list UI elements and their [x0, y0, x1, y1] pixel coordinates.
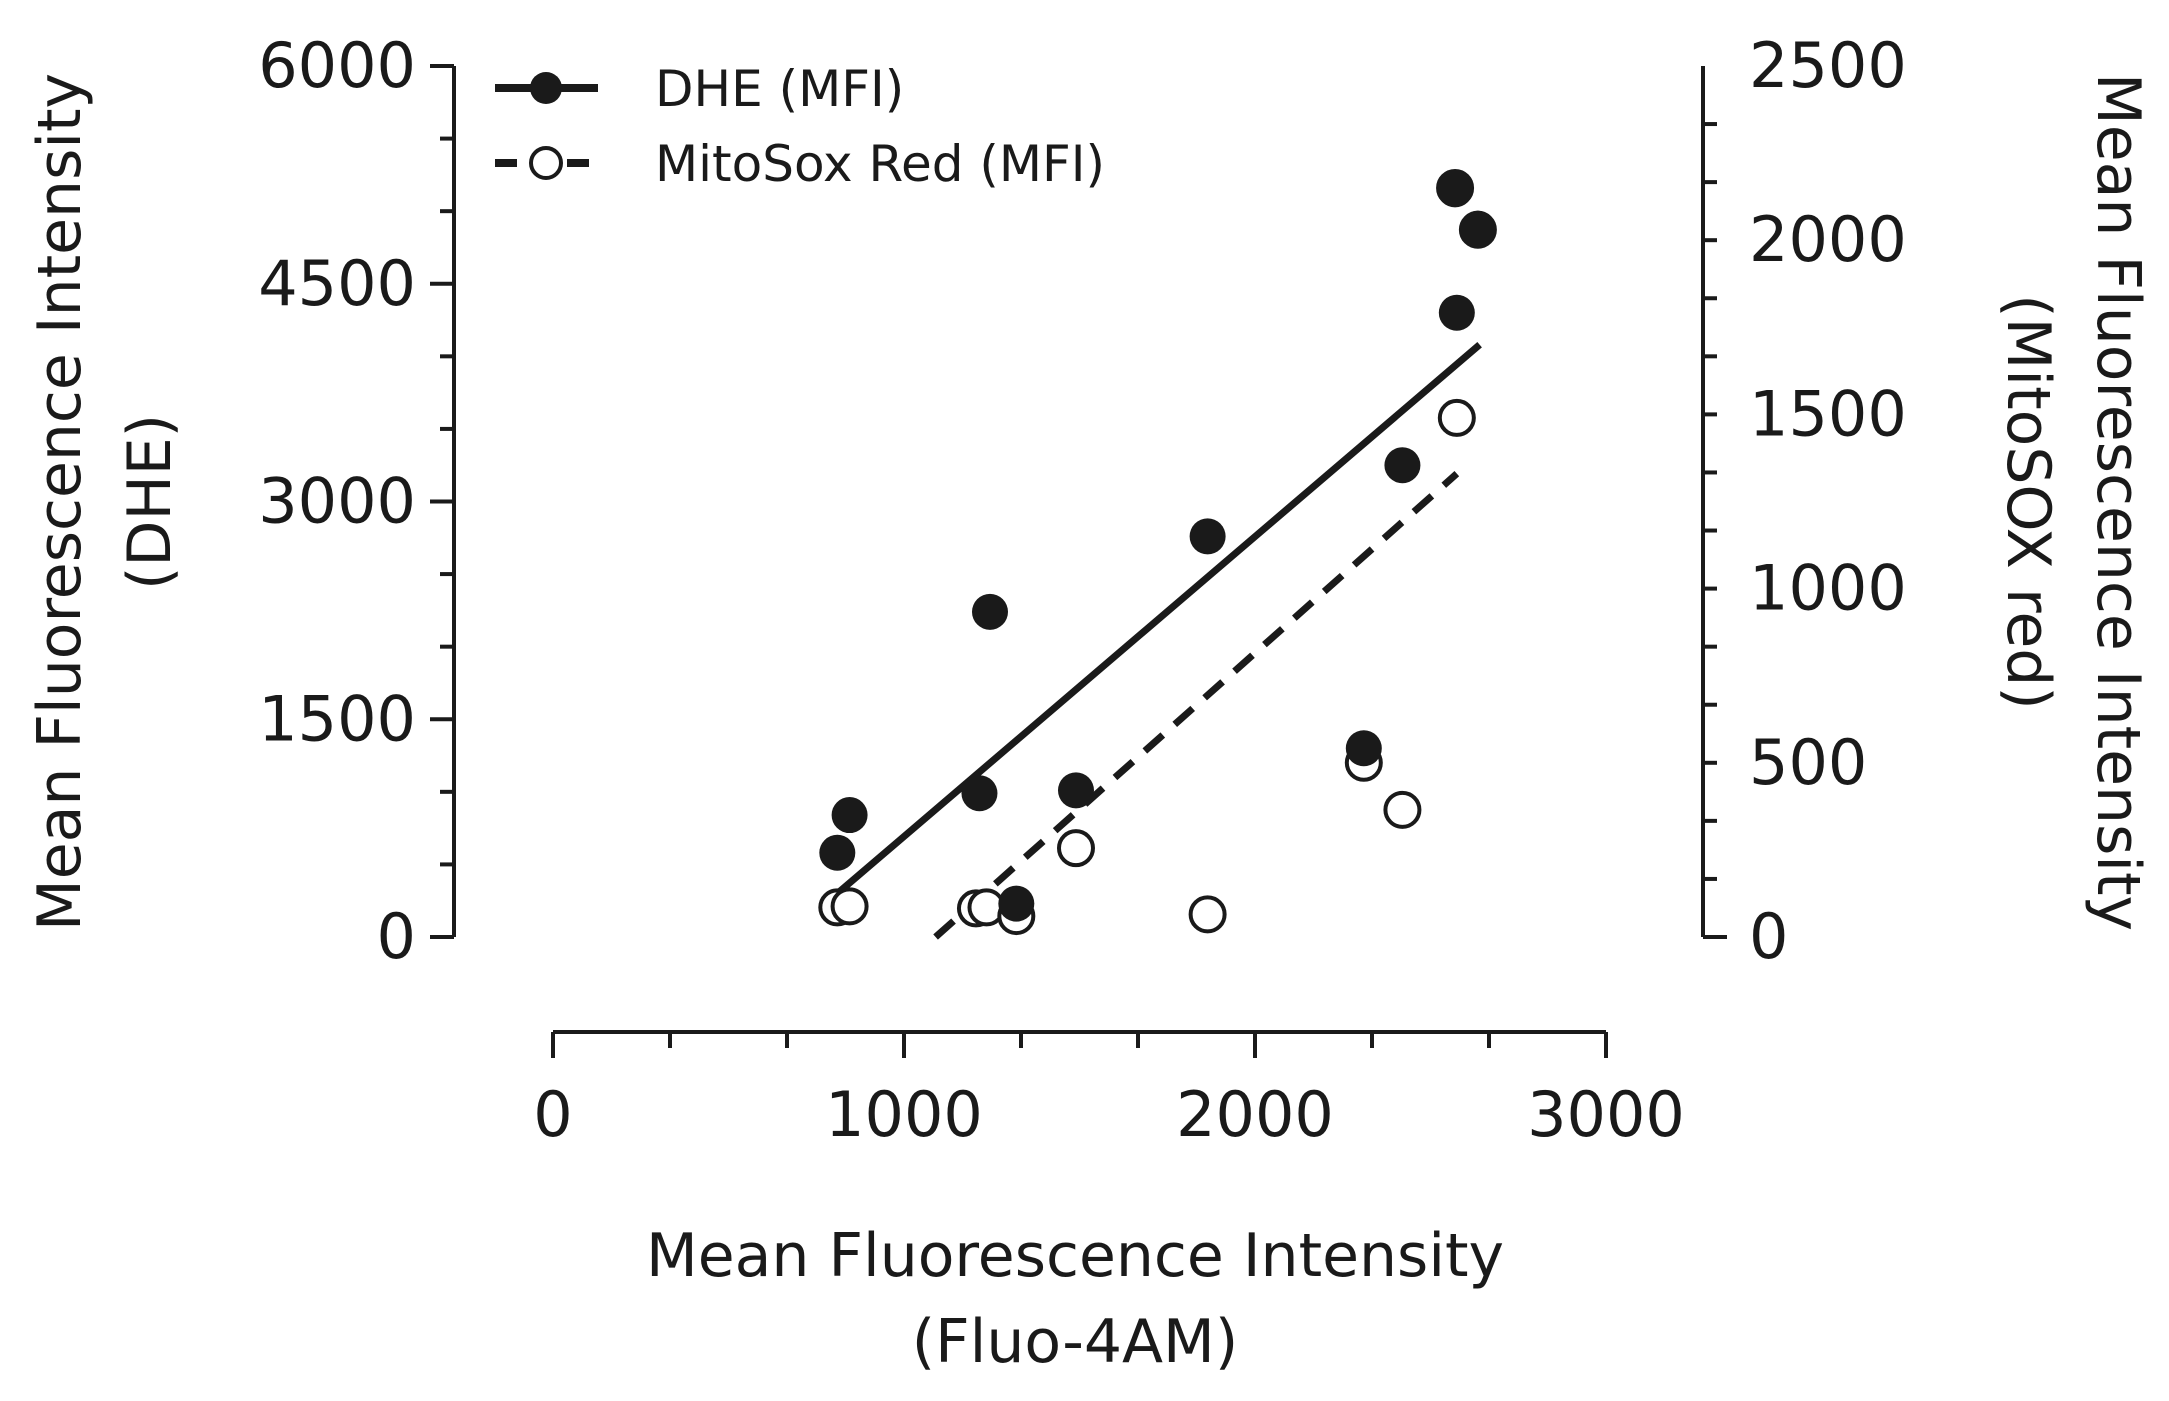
dhe-point [831, 797, 868, 834]
legend: DHE (MFI) MitoSox Red (MFI) [495, 60, 1105, 193]
x-title-line1: Mean Fluorescence Intensity [646, 1221, 1504, 1291]
legend-marker-mitosox [529, 146, 563, 180]
dhe-point [1384, 447, 1421, 484]
y-right-title: Mean Fluorescence Intensity (MitoSOX red… [1993, 73, 2153, 931]
y-right-title-line2: (MitoSOX red) [1993, 294, 2063, 710]
y-left-title-line1: Mean Fluorescence Intensity [25, 73, 95, 931]
dhe-point [1438, 294, 1475, 331]
x-tick-label: 3000 [1527, 1078, 1685, 1151]
dhe-point [819, 834, 856, 871]
dhe-point [1057, 772, 1094, 809]
y-left-title-line2: (DHE) [115, 414, 185, 590]
x-tick-label: 1000 [825, 1078, 983, 1151]
y-left-tick-label: 1500 [258, 682, 416, 755]
x-title-line2: (Fluo-4AM) [912, 1307, 1238, 1377]
dhe-point [971, 593, 1008, 630]
dhe-point [1189, 518, 1226, 555]
y-left-tick-label: 4500 [258, 247, 416, 320]
y-right-tick-label: 0 [1749, 900, 1788, 973]
fit-lines [835, 342, 1482, 940]
legend-label-mitosox: MitoSox Red (MFI) [655, 135, 1105, 193]
y-left-tick-label: 0 [377, 900, 416, 973]
dhe-point [1345, 730, 1382, 767]
y-right-title-line1: Mean Fluorescence Intensity [2083, 73, 2153, 931]
data-points [818, 168, 1497, 936]
y-right-tick-label: 2000 [1749, 203, 1907, 276]
mitosox-point [1056, 829, 1095, 868]
mitosox-fit-line [933, 471, 1460, 940]
y-left-tick-label: 3000 [258, 465, 416, 538]
mitosox-point [830, 887, 869, 926]
legend-label-dhe: DHE (MFI) [655, 60, 904, 118]
x-title: Mean Fluorescence Intensity (Fluo-4AM) [646, 1221, 1504, 1377]
y-left-tick-label: 6000 [258, 29, 416, 102]
dhe-point [1459, 210, 1496, 247]
dhe-point [1437, 171, 1474, 208]
y-right-tick-label: 500 [1749, 726, 1867, 799]
legend-marker-dhe [530, 72, 562, 104]
dhe-point [961, 775, 998, 812]
dhe-point [998, 885, 1035, 922]
y-right-tick-label: 2500 [1749, 29, 1907, 102]
mitosox-point [1437, 398, 1476, 437]
y-right-tick-label: 1000 [1749, 552, 1907, 625]
x-tick-label: 0 [533, 1078, 572, 1151]
y-left-title: Mean Fluorescence Intensity (DHE) [25, 73, 185, 931]
axes: 0 1500 3000 4500 6000 0 500 1000 1500 2000 2500 0 10… [258, 29, 1907, 1151]
mitosox-point [1188, 895, 1227, 934]
y-right-tick-label: 1500 [1749, 377, 1907, 450]
x-tick-label: 2000 [1176, 1078, 1334, 1151]
dhe-fit-line [835, 342, 1482, 897]
mitosox-point [1383, 790, 1422, 829]
